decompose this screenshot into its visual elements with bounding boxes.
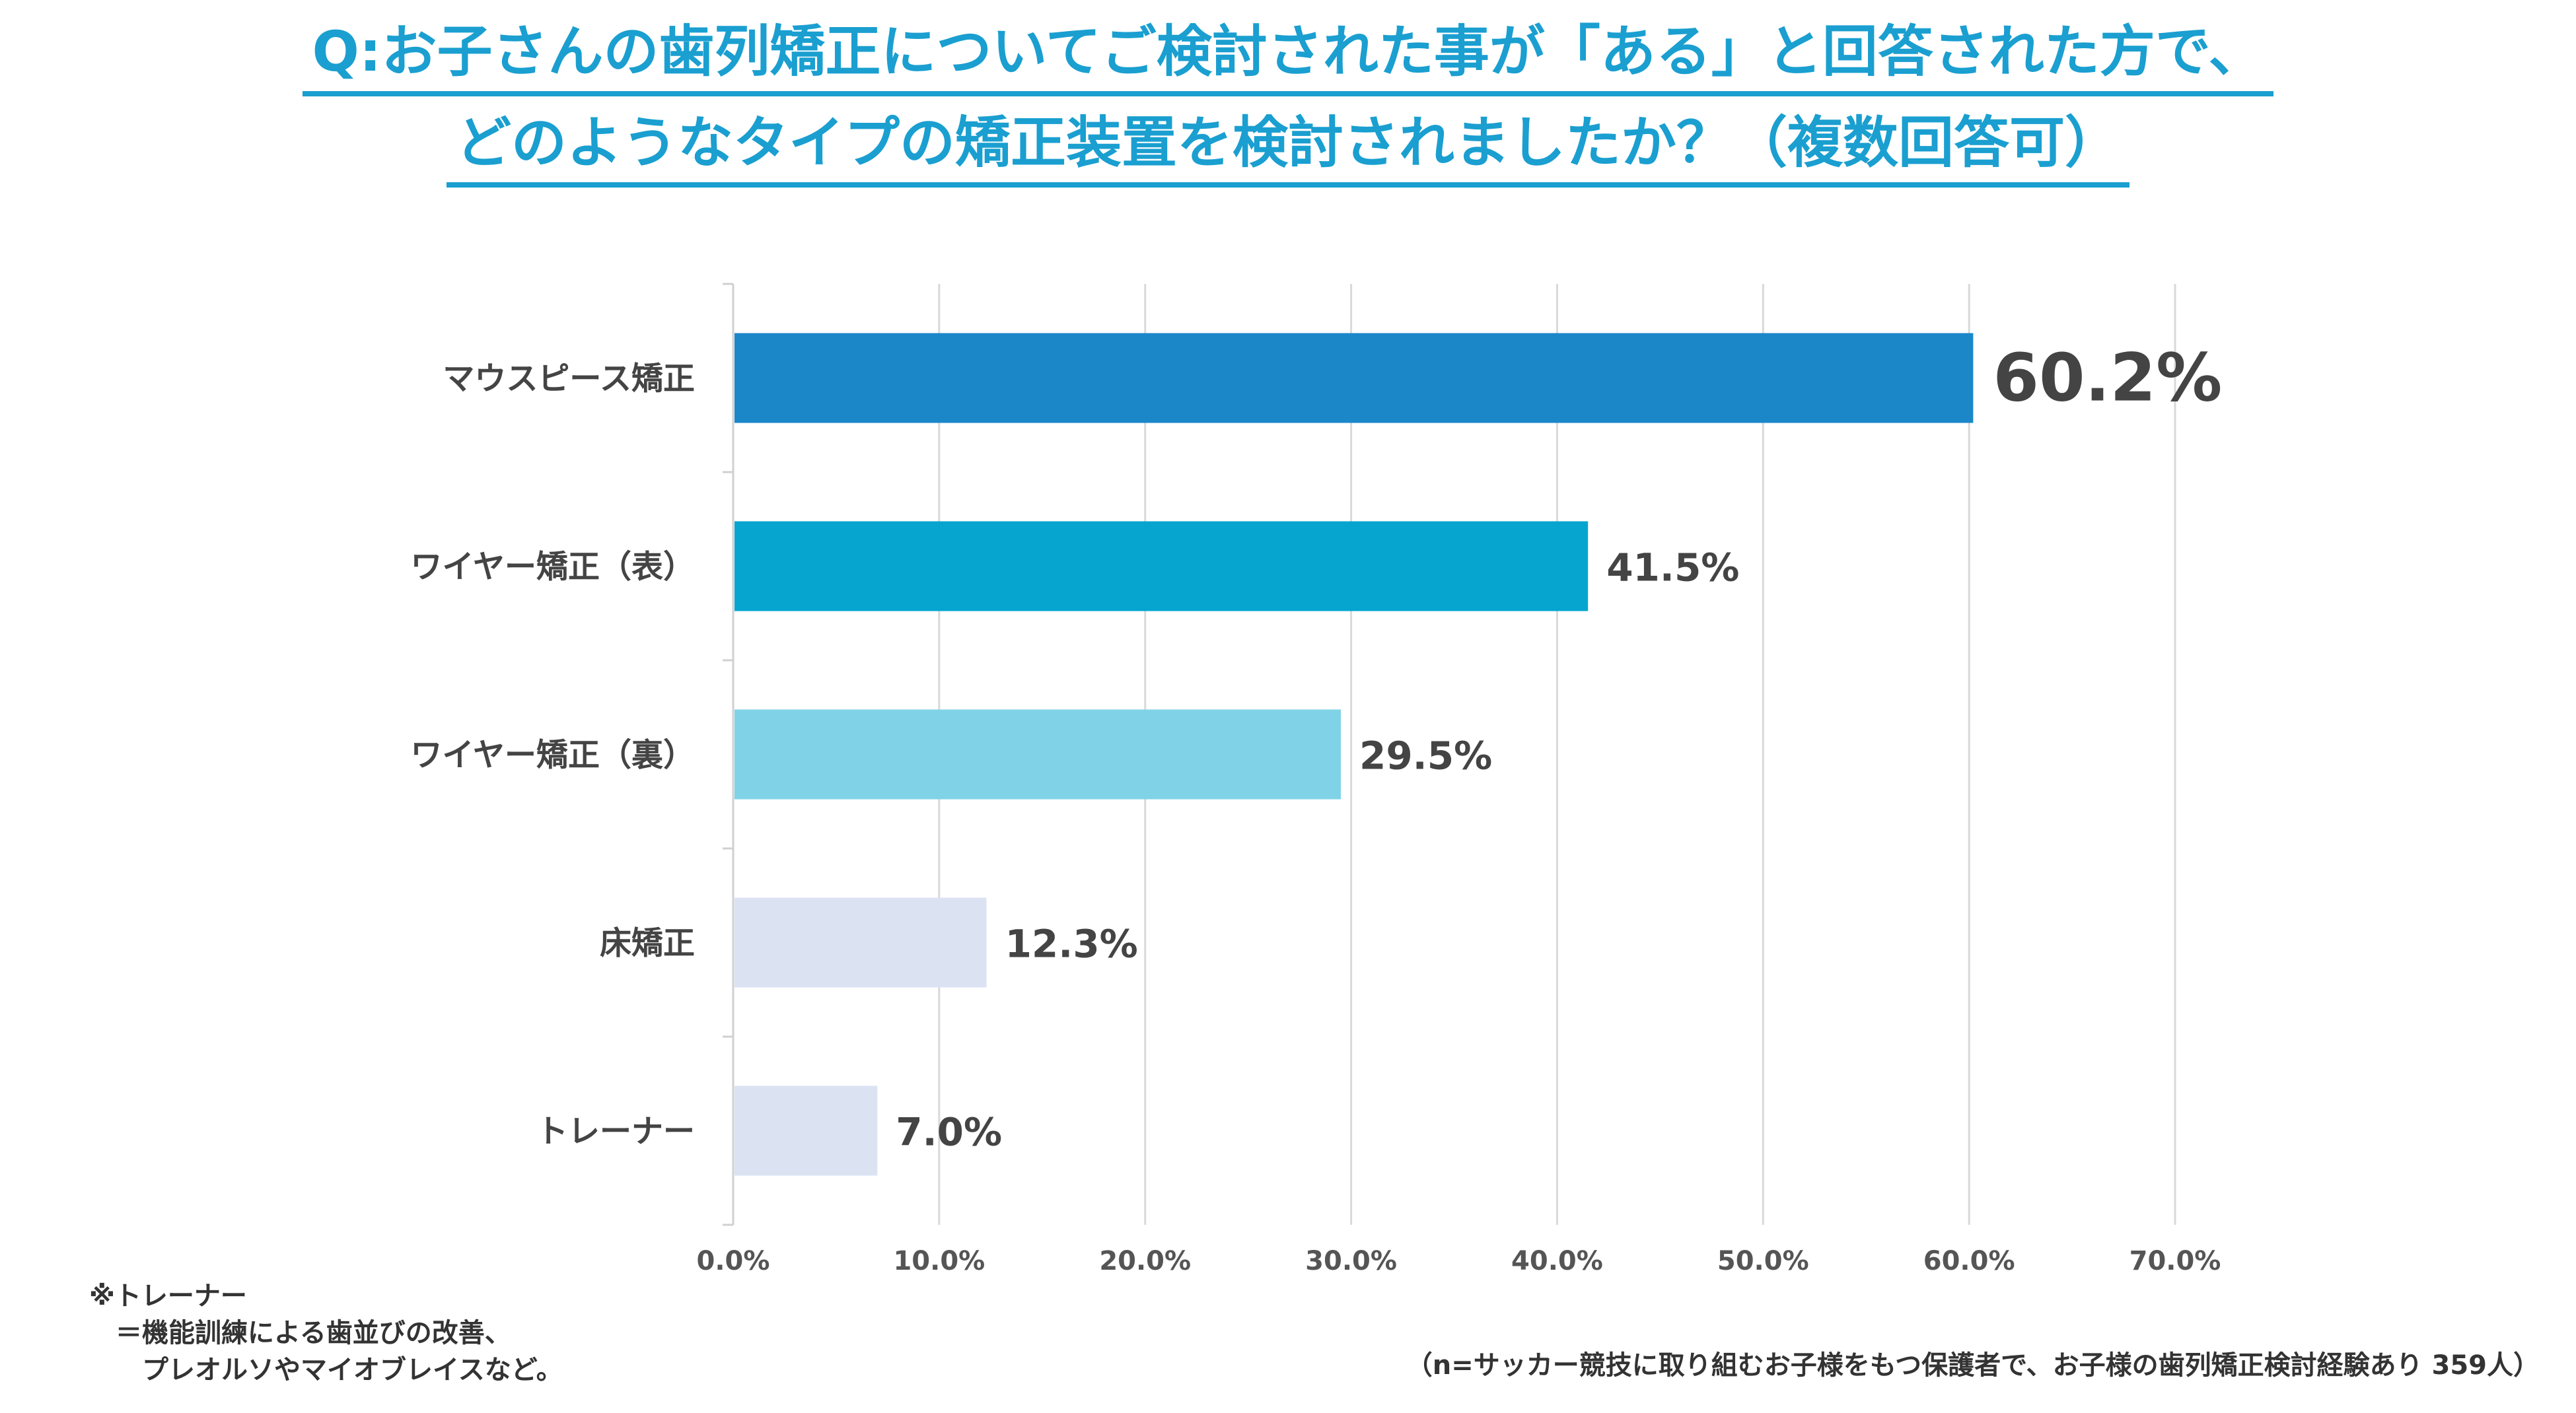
x-tick-label-7: 70.0% [2129, 1246, 2221, 1276]
category-label-1: ワイヤー矯正（表） [410, 549, 695, 586]
value-label-1: 41.5% [1606, 545, 1739, 590]
x-tick-label-0: 0.0% [697, 1246, 770, 1276]
category-label-0: マウスピース矯正 [443, 361, 695, 397]
x-tick-label-1: 10.0% [893, 1246, 985, 1276]
value-label-2: 29.5% [1359, 734, 1492, 778]
category-label-3: 床矯正 [600, 925, 695, 962]
bar-1 [734, 521, 1589, 611]
sample-size-note: （n=サッカー競技に取り組むお子様をもつ保護者で、お子様の歯列矯正検討経験あり … [1406, 1350, 2540, 1381]
chart-title-line-2: どのようなタイプの矯正装置を検討されましたか？（複数回答可） [446, 103, 2129, 188]
bar-2 [734, 709, 1341, 800]
value-label-4: 7.0% [896, 1110, 1002, 1155]
x-tick-label-2: 20.0% [1099, 1246, 1191, 1276]
chart-title: Q:お子さんの歯列矯正についてご検討された事が「ある」と回答された方で、 どのよ… [0, 12, 2576, 194]
trainer-note: ※トレーナー ＝機能訓練による歯並びの改善、 プレオルソやマイオブレイスなど。 [89, 1281, 563, 1385]
chart-title-line-1: Q:お子さんの歯列矯正についてご検討された事が「ある」と回答された方で、 [303, 12, 2273, 96]
x-tick-label-5: 50.0% [1717, 1246, 1809, 1276]
value-label-3: 12.3% [1005, 922, 1138, 967]
x-tick-label-6: 60.0% [1923, 1246, 2015, 1276]
value-label-0: 60.2% [1993, 339, 2222, 417]
bar-4 [734, 1086, 878, 1176]
x-tick-label-4: 40.0% [1511, 1246, 1603, 1276]
category-label-2: ワイヤー矯正（裏） [410, 737, 695, 774]
x-tick-label-3: 30.0% [1305, 1246, 1397, 1276]
bar-3 [734, 897, 987, 988]
category-label-4: トレーナー [536, 1113, 695, 1150]
bar-0 [734, 333, 1974, 423]
